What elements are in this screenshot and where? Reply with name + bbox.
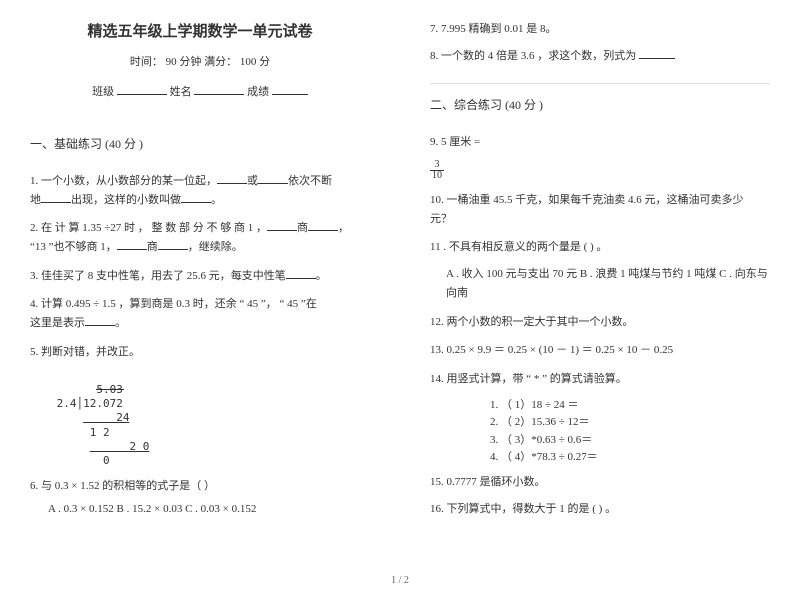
question-11-choices: A . 收入 100 元与支出 70 元 B . 浪费 1 吨煤与节约 1 吨煤… <box>430 265 770 302</box>
q2-text-d: “13 ”也不够商 1， <box>30 241 117 253</box>
question-9-fraction: 3 10 <box>430 160 770 181</box>
q4-text-c: 。 <box>115 317 126 329</box>
calc-line-quot: 5.03 <box>50 383 370 397</box>
q8-blank <box>639 47 675 59</box>
q2-blank-1 <box>267 219 297 231</box>
q1-text-b: 或 <box>247 175 258 187</box>
name-label: 姓名 <box>170 86 192 98</box>
section-2-heading: 二、综合练习 (40 分 ) <box>430 96 770 113</box>
q8-text: 8. 一个数的 4 倍是 3.6 ，求这个数，列式为 <box>430 50 636 62</box>
question-10: 10. 一桶油重 45.5 千克，如果每千克油卖 4.6 元，这桶油可卖多少 元… <box>430 191 770 228</box>
calc-line-3: 24 <box>50 411 370 425</box>
q2-text-e: 商 <box>147 241 158 253</box>
q1-text-c: 依次不断 <box>288 175 332 187</box>
question-9: 9. 5 厘米 = <box>430 133 770 152</box>
calc-line-6: 0 <box>50 454 370 468</box>
q2-text-a: 2. 在 计 算 1.35 ÷27 时 ， 整 数 部 分 不 够 商 1 ， <box>30 222 267 234</box>
question-6: 6. 与 0.3 × 1.52 的积相等的式子是（ ） <box>30 477 370 496</box>
name-blank <box>194 83 244 95</box>
q14-item-3: 3. （ 3）*0.63 ÷ 0.6＝ <box>490 432 770 450</box>
class-blank <box>117 83 167 95</box>
q2-text-b: 商 <box>297 222 308 234</box>
calc-line-2: 2.4│12.072 <box>50 397 370 411</box>
q1-text-e: 出现，这样的小数叫做 <box>71 194 181 206</box>
q2-blank-4 <box>158 238 188 250</box>
q3-text: 3. 佳佳买了 8 支中性笔，用去了 25.6 元，每支中性笔 <box>30 270 286 282</box>
q1-text-f: 。 <box>211 194 222 206</box>
q14-item-2: 2. （ 2）15.36 ÷ 12＝ <box>490 414 770 432</box>
question-11: 11 . 不具有相反意义的两个量是 ( ) 。 <box>430 238 770 257</box>
question-14: 14. 用竖式计算，带 “ * ” 的算式请验算。 <box>430 370 770 389</box>
calc-line-5: 2 0 <box>50 440 370 454</box>
question-16: 16. 下列算式中，得数大于 1 的是 ( ) 。 <box>430 500 770 519</box>
question-4: 4. 计算 0.495 ÷ 1.5 ，算到商是 0.3 时，还余 “ 45 ”，… <box>30 295 370 332</box>
q3-text-b: 。 <box>316 270 327 282</box>
q1-blank-1 <box>217 172 247 184</box>
q2-blank-2 <box>308 219 338 231</box>
q1-blank-3 <box>41 191 71 203</box>
q2-blank-3 <box>117 238 147 250</box>
question-15: 15. 0.7777 是循环小数。 <box>430 473 770 492</box>
calc-underline-1: 24 <box>83 411 129 424</box>
q2-text-f: ，继续除。 <box>188 241 243 253</box>
info-line: 班级 姓名 成绩 <box>30 83 370 99</box>
q4-text-b: 这里是表示 <box>30 317 85 329</box>
left-column: 精选五年级上学期数学一单元试卷 时间： 90 分钟 满分： 100 分 班级 姓… <box>30 20 370 526</box>
question-1: 1. 一个小数，从小数部分的某一位起， 或 依次不断 地 出现，这样的小数叫做 。 <box>30 172 370 209</box>
question-13: 13. 0.25 × 9.9 ＝ 0.25 × (10 － 1) ＝ 0.25 … <box>430 341 770 360</box>
q10-text-b: 元？ <box>430 213 452 225</box>
fraction-denominator: 10 <box>430 171 444 181</box>
calc-underline-2: 2 0 <box>90 440 150 453</box>
page-container: 精选五年级上学期数学一单元试卷 时间： 90 分钟 满分： 100 分 班级 姓… <box>0 0 800 536</box>
score-label: 成绩 <box>247 86 269 98</box>
section-1-heading: 一、基础练习 (40 分 ) <box>30 135 370 152</box>
q1-text-d: 地 <box>30 194 41 206</box>
question-7: 7. 7.995 精确到 0.01 是 8。 <box>430 20 770 39</box>
q14-item-1: 1. （ 1）18 ÷ 24 ＝ <box>490 397 770 415</box>
right-column: 7. 7.995 精确到 0.01 是 8。 8. 一个数的 4 倍是 3.6 … <box>430 20 770 526</box>
calc-line-4: 1 2 <box>50 426 370 440</box>
question-6-choices: A . 0.3 × 0.152 B . 15.2 × 0.03 C . 0.03… <box>30 503 370 515</box>
question-14-sublist: 1. （ 1）18 ÷ 24 ＝ 2. （ 2）15.36 ÷ 12＝ 3. （… <box>430 397 770 467</box>
q1-text-a: 1. 一个小数，从小数部分的某一位起， <box>30 175 217 187</box>
q3-blank <box>286 267 316 279</box>
q4-blank <box>85 314 115 326</box>
doc-subtitle: 时间： 90 分钟 满分： 100 分 <box>30 53 370 69</box>
question-3: 3. 佳佳买了 8 支中性笔，用去了 25.6 元，每支中性笔 。 <box>30 267 370 286</box>
score-blank <box>272 83 308 95</box>
long-division-work: 5.03 2.4│12.072 24 1 2 2 0 0 <box>50 380 370 469</box>
q10-text-a: 10. 一桶油重 45.5 千克，如果每千克油卖 4.6 元，这桶油可卖多少 <box>430 194 744 206</box>
q4-text-a: 4. 计算 0.495 ÷ 1.5 ，算到商是 0.3 时，还余 “ 45 ”，… <box>30 298 317 310</box>
question-2: 2. 在 计 算 1.35 ÷27 时 ， 整 数 部 分 不 够 商 1 ， 商… <box>30 219 370 256</box>
q1-blank-2 <box>258 172 288 184</box>
class-label: 班级 <box>92 86 114 98</box>
q1-blank-4 <box>181 191 211 203</box>
q2-text-c: ， <box>338 222 349 234</box>
doc-title: 精选五年级上学期数学一单元试卷 <box>30 20 370 41</box>
q14-item-4: 4. （ 4）*78.3 ÷ 0.27＝ <box>490 449 770 467</box>
question-8: 8. 一个数的 4 倍是 3.6 ，求这个数，列式为 <box>430 47 770 66</box>
question-5: 5. 判断对错，并改正。 <box>30 343 370 362</box>
divider-line <box>430 83 770 84</box>
question-12: 12. 两个小数的积一定大于其中一个小数。 <box>430 313 770 332</box>
fraction: 3 10 <box>430 160 444 181</box>
page-footer: 1 / 2 <box>0 575 800 586</box>
